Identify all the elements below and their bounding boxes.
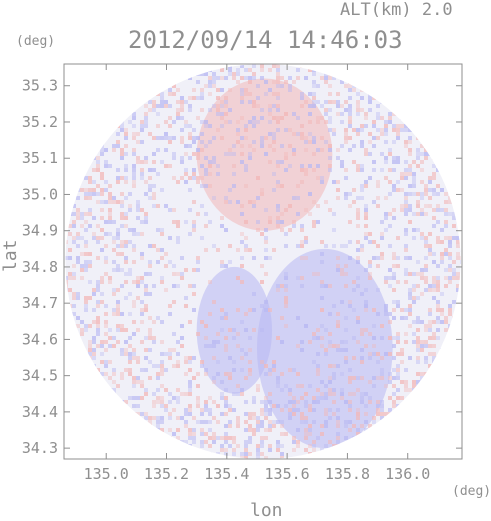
- y-tick-label: 34.8: [22, 258, 58, 276]
- lon-unit-label: (deg): [452, 484, 491, 499]
- y-tick-label: 34.5: [22, 367, 58, 385]
- x-tick-label: 135.2: [144, 465, 189, 483]
- x-tick-label: 135.4: [204, 465, 249, 483]
- y-tick-label: 35.2: [22, 113, 58, 131]
- y-tick-label: 35.1: [22, 149, 58, 167]
- axis-ticks: 135.0 135.2 135.4 135.6 135.8 136.0 35.3 35.2 35…: [22, 64, 462, 483]
- y-tick-label: 34.3: [22, 439, 58, 457]
- radar-field: [65, 64, 461, 459]
- plot-frame: [63, 63, 463, 460]
- x-tick-label: 135.0: [84, 465, 129, 483]
- x-axis-label: lon: [250, 500, 283, 521]
- x-tick-label: 135.8: [325, 465, 370, 483]
- timestamp-title: 2012/09/14 14:46:03: [128, 26, 403, 54]
- y-tick-label: 34.6: [22, 330, 58, 348]
- y-tick-label: 34.9: [22, 222, 58, 240]
- x-tick-label: 135.6: [265, 465, 310, 483]
- y-axis-label: lat: [0, 239, 21, 272]
- y-tick-label: 34.4: [22, 403, 58, 421]
- altitude-label: ALT(km) 2.0: [340, 0, 453, 20]
- y-tick-label: 35.3: [22, 77, 58, 95]
- y-tick-label: 35.0: [22, 185, 58, 203]
- x-tick-label: 136.0: [385, 465, 430, 483]
- y-tick-label: 34.7: [22, 294, 58, 312]
- lat-unit-label: (deg): [16, 34, 56, 49]
